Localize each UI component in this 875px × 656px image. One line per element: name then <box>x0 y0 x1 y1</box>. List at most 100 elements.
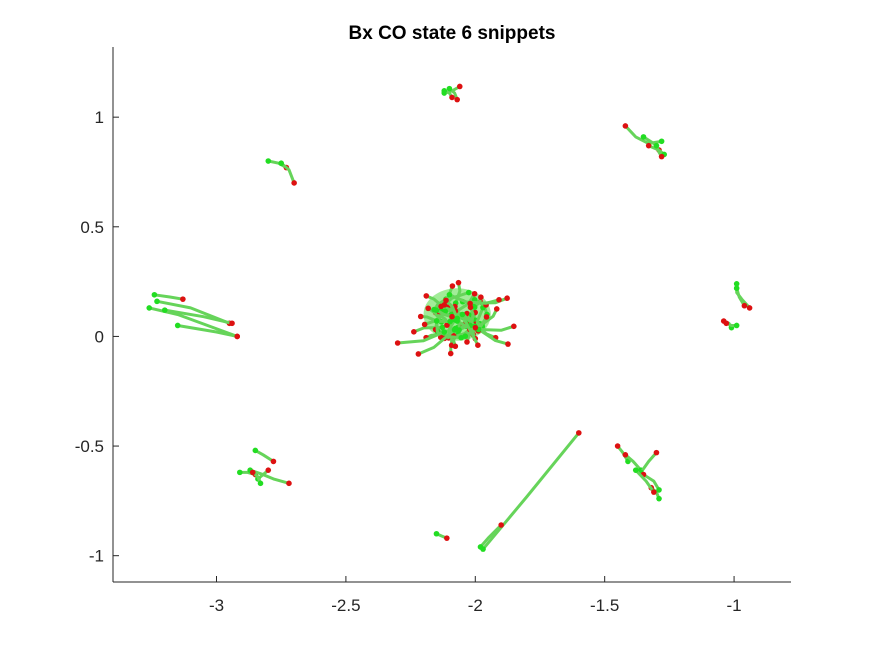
snippet-trajectory <box>623 124 664 145</box>
snippet-37 <box>640 471 662 493</box>
snippet-start-point <box>146 305 153 311</box>
snippet-trajectory <box>460 313 480 347</box>
snippet-15 <box>733 285 748 309</box>
snippet-end-point <box>452 343 459 350</box>
snippet-start-point <box>733 285 740 291</box>
snippet-1 <box>278 160 297 186</box>
snippet-30 <box>480 430 582 552</box>
plot-area <box>146 83 753 552</box>
axes: -3 -2.5 -2 -1.5 -1 -1 -0.5 0 0.5 1 <box>75 47 791 615</box>
snippet-end-point <box>723 320 730 327</box>
snippet-start-point <box>151 291 158 298</box>
snippet-end-point <box>394 340 401 346</box>
snippet-trajectory <box>248 468 291 485</box>
snippet-31 <box>477 522 504 550</box>
snippet-end-point <box>444 535 450 541</box>
snippet-trajectory <box>479 523 503 549</box>
snippet-24 <box>459 311 481 348</box>
y-tick-label: 0.5 <box>80 218 104 237</box>
snippet-end-point <box>270 458 277 465</box>
snippet-trajectory <box>279 161 296 185</box>
snippet-end-point <box>614 443 621 449</box>
snippet-27 <box>252 447 277 465</box>
snippet-4 <box>441 88 455 101</box>
snippet-end-point <box>454 96 460 103</box>
snippet-trajectory <box>623 453 643 472</box>
snippet-end-point <box>291 180 297 186</box>
snippet-start-point <box>257 480 264 487</box>
snippet-end-point <box>472 324 479 331</box>
snippet-trajectory <box>634 468 656 494</box>
snippet-end-point <box>483 314 490 320</box>
y-tick-label: -1 <box>89 547 104 566</box>
snippet-8 <box>653 142 665 160</box>
snippet-start-point <box>640 134 647 140</box>
snippet-end-point <box>411 329 417 335</box>
snippet-end-point <box>229 320 235 327</box>
snippet-trajectory <box>396 330 446 345</box>
snippet-end-point <box>456 83 463 90</box>
snippet-end-point <box>505 341 511 347</box>
snippet-end-point <box>265 467 272 473</box>
snippet-end-point <box>464 339 470 345</box>
snippet-end-point <box>441 302 448 308</box>
snippet-trajectory <box>253 448 275 463</box>
snippet-17 <box>723 320 740 329</box>
snippet-start-point <box>174 322 181 329</box>
snippet-start-point <box>161 307 168 313</box>
snippet-end-point <box>455 279 462 286</box>
snippet-start-point <box>451 327 458 333</box>
snippet-end-point <box>444 322 450 328</box>
snippet-end-point <box>180 296 186 302</box>
snippet-end-point <box>425 305 432 312</box>
snippet-trajectory <box>147 306 239 338</box>
snippet-end-point <box>478 294 484 300</box>
snippet-26 <box>247 467 292 487</box>
snippet-start-point <box>154 298 160 305</box>
snippet-end-point <box>645 142 652 149</box>
snippet-start-point <box>252 447 259 454</box>
snippet-18 <box>446 291 473 307</box>
snippet-start-point <box>237 469 243 476</box>
snippet-end-point <box>467 300 473 307</box>
snippet-end-point <box>622 123 629 129</box>
snippet-22 <box>394 329 448 346</box>
snippet-start-point <box>265 158 272 164</box>
snippet-start-point <box>433 307 440 313</box>
snippet-end-point <box>449 94 455 101</box>
snippet-start-point <box>458 334 465 341</box>
snippet-5 <box>622 123 665 145</box>
snippet-end-point <box>447 350 454 357</box>
snippet-end-point <box>475 342 481 348</box>
snippet-end-point <box>504 295 510 302</box>
snippet-12 <box>161 307 235 327</box>
snippet-3 <box>446 85 460 103</box>
y-tick-label: -0.5 <box>75 437 104 456</box>
snippet-trajectory <box>477 328 510 346</box>
snippet-13 <box>174 322 241 340</box>
snippet-start-point <box>441 329 448 335</box>
snippet-end-point <box>496 296 502 303</box>
snippet-start-point <box>278 160 285 167</box>
snippet-trajectory <box>176 324 239 338</box>
snippet-start-point <box>446 85 453 92</box>
y-tick-label: 1 <box>95 108 104 127</box>
snippet-trajectory <box>477 324 516 332</box>
snippet-end-point <box>658 153 665 160</box>
snippet-start-point <box>441 88 448 94</box>
snippet-end-point <box>651 489 657 495</box>
snippet-38 <box>632 467 657 495</box>
snippet-start-point <box>471 304 478 311</box>
snippet-end-point <box>471 290 478 297</box>
snippet-end-point <box>511 323 517 330</box>
snippet-trajectory <box>444 298 459 320</box>
y-tick-label: 0 <box>95 327 104 346</box>
snippet-end-point <box>449 313 455 320</box>
snippet-end-point <box>498 522 504 528</box>
snippet-trajectory <box>416 328 457 356</box>
snippet-end-point <box>415 351 422 357</box>
snippet-29 <box>249 469 264 487</box>
snippet-start-point <box>733 281 740 287</box>
snippet-trajectory <box>642 473 661 492</box>
